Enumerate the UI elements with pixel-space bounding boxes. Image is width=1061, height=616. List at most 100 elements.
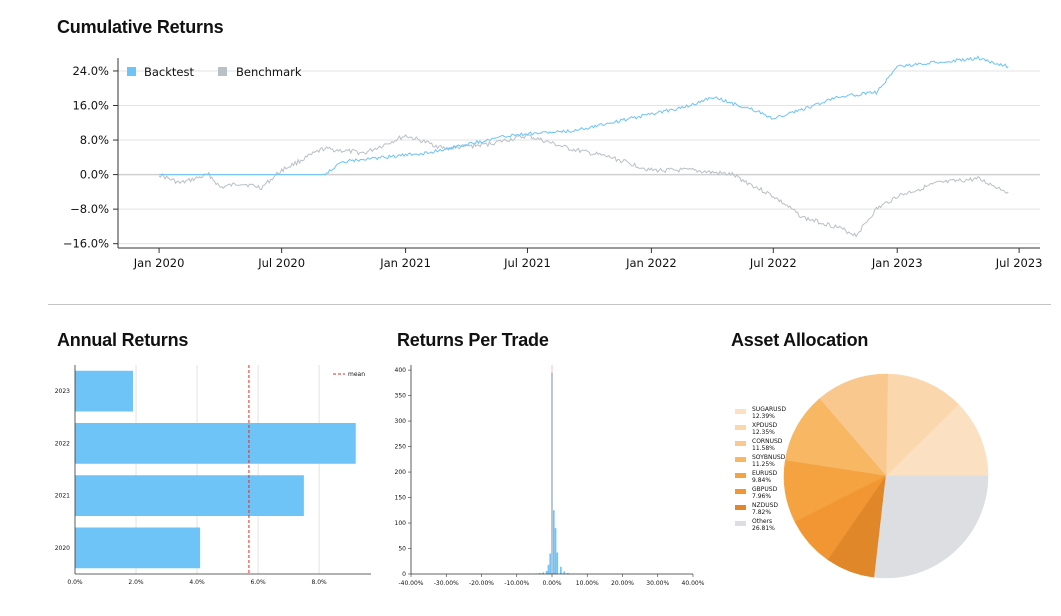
x-tick-label: -10.00%: [504, 580, 529, 587]
x-tick-label: 0.0%: [67, 579, 83, 586]
histogram-bar: [563, 571, 566, 574]
legend-label: CORNUSD: [752, 438, 783, 445]
returns-per-trade-title: Returns Per Trade: [397, 330, 549, 350]
legend-swatch-backtest: [127, 67, 136, 76]
cumulative-returns-chart: −16.0% −8.0% 0.0% 8.0% 16.0% 24.0% Jan 2020 Jul…: [63, 55, 1043, 270]
x-tick-label: Jan 2022: [625, 256, 677, 270]
histogram-bar: [556, 552, 559, 574]
annual-bar: [75, 527, 201, 569]
y-tick-label: 100: [395, 520, 407, 527]
y-tick-label: 300: [395, 418, 407, 425]
legend-percent: 26.81%: [752, 525, 775, 532]
legend-mean-label: mean: [348, 371, 365, 378]
pie-slice: [819, 373, 888, 477]
x-tick-label: 0.00%: [542, 580, 561, 587]
y-tick-label: 2023: [55, 388, 70, 395]
annual-bar: [75, 370, 133, 412]
returns-per-trade-chart: 0 50 100 150 200 250 300 350 400 -40.00% -30.00% -2…: [395, 365, 705, 587]
annual-returns-title: Annual Returns: [57, 330, 189, 350]
legend-label: GBPUSD: [752, 486, 778, 493]
legend-percent: 11.58%: [752, 445, 775, 452]
y-tick-label: 150: [395, 495, 407, 502]
legend-swatch: [735, 409, 746, 414]
histogram-bar: [538, 572, 541, 574]
y-tick-label: 2021: [55, 493, 70, 500]
x-tick-label: -20.00%: [469, 580, 494, 587]
benchmark-line: [158, 134, 1009, 238]
legend-swatch-benchmark: [218, 67, 227, 76]
legend-label: EURUSD: [752, 470, 778, 477]
y-tick-label: −16.0%: [63, 237, 109, 251]
section-divider: [48, 304, 1051, 305]
legend-swatch: [735, 521, 746, 526]
x-tick-label: 40.00%: [682, 580, 705, 587]
x-tick-label: Jul 2023: [995, 256, 1043, 270]
legend-percent: 7.96%: [752, 493, 771, 500]
legend-swatch: [735, 441, 746, 446]
histogram-bar: [567, 572, 569, 574]
cumulative-returns-title: Cumulative Returns: [57, 17, 224, 37]
legend-label-backtest: Backtest: [144, 65, 194, 79]
annual-bar: [75, 422, 356, 464]
y-tick-label: 400: [395, 367, 407, 374]
x-tick-label: 8.0%: [311, 579, 327, 586]
asset-allocation-title: Asset Allocation: [731, 330, 869, 350]
y-tick-label: 8.0%: [80, 133, 109, 147]
annual-bar: [75, 475, 304, 517]
x-tick-label: Jul 2022: [749, 256, 797, 270]
x-tick-label: 2.0%: [128, 579, 144, 586]
legend-percent: 12.35%: [752, 429, 775, 436]
x-tick-label: 6.0%: [250, 579, 266, 586]
y-tick-label: 200: [395, 469, 407, 476]
y-tick-label: 50: [398, 546, 406, 553]
y-tick-label: 250: [395, 444, 407, 451]
legend-label: NZDUSD: [752, 502, 778, 509]
legend-label: SUGARUSD: [752, 406, 786, 413]
histogram-bar: [559, 566, 562, 574]
pie-slice: [885, 373, 959, 477]
histogram-bar: [554, 528, 557, 574]
x-tick-label: Jan 2023: [871, 256, 923, 270]
legend-percent: 7.82%: [752, 509, 771, 516]
x-tick-label: -40.00%: [398, 580, 423, 587]
y-tick-label: 350: [395, 393, 407, 400]
y-tick-label: 0: [402, 571, 406, 578]
x-tick-label: 10.00%: [576, 580, 599, 587]
y-tick-label: 16.0%: [72, 99, 109, 113]
x-tick-label: -30.00%: [434, 580, 459, 587]
legend-swatch: [735, 457, 746, 462]
x-tick-label: Jan 2021: [379, 256, 431, 270]
x-tick-label: Jul 2021: [503, 256, 551, 270]
x-tick-label: 20.00%: [611, 580, 634, 587]
histogram-bar: [552, 510, 555, 574]
legend-swatch: [735, 505, 746, 510]
backtest-line: [159, 55, 1009, 176]
legend-label-benchmark: Benchmark: [236, 65, 302, 79]
x-tick-label: Jan 2020: [133, 256, 185, 270]
legend-label: SOYBNUSD: [752, 454, 786, 461]
y-tick-label: 2020: [55, 545, 70, 552]
legend-label: XPDUSD: [752, 422, 778, 429]
legend-swatch: [735, 489, 746, 494]
histogram-bar: [547, 564, 550, 574]
legend-swatch: [735, 425, 746, 430]
annual-returns-chart: 0.0% 2.0% 4.0% 6.0% 8.0% 2023 2022 2021 2020 mean: [55, 365, 371, 586]
y-tick-label: 0.0%: [80, 168, 109, 182]
y-tick-label: 2022: [55, 440, 70, 447]
histogram-bar: [545, 570, 548, 574]
legend-percent: 9.84%: [752, 477, 771, 484]
legend-percent: 11.25%: [752, 461, 775, 468]
pie-slice: [784, 398, 887, 477]
x-tick-label: Jul 2020: [257, 256, 305, 270]
x-tick-label: 30.00%: [646, 580, 669, 587]
pie-slice: [874, 475, 989, 579]
legend-swatch: [735, 473, 746, 478]
y-tick-label: −8.0%: [70, 202, 109, 216]
legend-percent: 12.39%: [752, 413, 775, 420]
x-tick-label: 4.0%: [189, 579, 205, 586]
pie-slice: [885, 404, 989, 477]
legend-label: Others: [752, 518, 772, 525]
histogram-bar: [549, 553, 552, 574]
